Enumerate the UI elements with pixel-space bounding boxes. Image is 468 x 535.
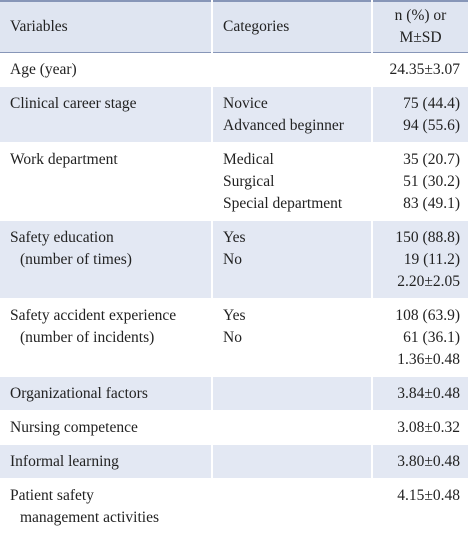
variable-cell: Nursing competence xyxy=(0,410,213,445)
value-cell: 24.35±3.07 xyxy=(372,52,468,87)
category: No xyxy=(223,329,242,346)
category: Special department xyxy=(223,195,343,212)
variable-cell: Clinical career stage xyxy=(0,86,213,143)
variable-cell: Work department xyxy=(0,142,213,221)
category: Medical xyxy=(223,151,274,168)
value: 4.15±0.48 xyxy=(397,487,460,504)
value-cell: 3.84±0.48 xyxy=(372,376,468,411)
value: 2.20±2.05 xyxy=(397,273,460,290)
value: 19 (11.2) xyxy=(403,251,460,268)
value: 61 (36.1) xyxy=(403,329,460,346)
table-row: Age (year) 24.35±3.07 xyxy=(0,52,468,87)
table-row: Safety accident experience (number of inc… xyxy=(0,298,468,377)
value-cell: 4.15±0.48 xyxy=(372,478,468,535)
value-cell: 75 (44.4) 94 (55.6) xyxy=(372,86,468,143)
category: Advanced beginner xyxy=(223,117,344,134)
value: 94 (55.6) xyxy=(403,117,460,134)
value-cell: 35 (20.7) 51 (30.2) 83 (49.1) xyxy=(372,142,468,221)
value-cell: 3.80±0.48 xyxy=(372,444,468,479)
variable-line: Patient safety xyxy=(10,487,94,504)
header-cell: Categories xyxy=(212,1,373,53)
category-cell xyxy=(212,52,373,87)
table-row: Nursing competence 3.08±0.32 xyxy=(0,410,468,445)
category-cell xyxy=(212,376,373,411)
variable-line: (number of incidents) xyxy=(20,329,155,346)
value: 150 (88.8) xyxy=(395,229,460,246)
table-row: Informal learning 3.80±0.48 xyxy=(0,444,468,479)
value: 51 (30.2) xyxy=(403,173,460,190)
header-cell: Variables xyxy=(0,1,213,53)
category: Yes xyxy=(223,307,246,324)
value: 3.80±0.48 xyxy=(397,453,460,470)
variable-line: Nursing competence xyxy=(10,419,138,436)
category: Surgical xyxy=(223,173,275,190)
header-row: Variables Categories n (%) or M±SD xyxy=(0,1,468,53)
variable-line: Organizational factors xyxy=(10,385,148,402)
variable-line: Safety education xyxy=(10,229,114,246)
variable-line: Safety accident experience xyxy=(10,307,177,324)
value: 75 (44.4) xyxy=(403,95,460,112)
value-cell: 3.08±0.32 xyxy=(372,410,468,445)
category: No xyxy=(223,251,242,268)
variable-line: Informal learning xyxy=(10,453,119,470)
value: 108 (63.9) xyxy=(395,307,460,324)
category-cell xyxy=(212,478,373,535)
category-cell xyxy=(212,444,373,479)
value: 3.84±0.48 xyxy=(397,385,460,402)
variable-line: (number of times) xyxy=(20,251,132,268)
table-row: Work department Medical Surgical Special de… xyxy=(0,142,468,221)
category-cell: Medical Surgical Special department xyxy=(212,142,373,221)
category: Novice xyxy=(223,95,268,112)
category-cell xyxy=(212,410,373,445)
value: 24.35±3.07 xyxy=(389,61,460,78)
table-row: Patient safety management activities 4.15±… xyxy=(0,478,468,535)
value-cell: 150 (88.8) 19 (11.2) 2.20±2.05 xyxy=(372,220,468,299)
header-line: n (%) or xyxy=(394,7,447,24)
category: Yes xyxy=(223,229,246,246)
variable-cell: Age (year) xyxy=(0,52,213,87)
variable-line: management activities xyxy=(20,509,160,526)
value: 3.08±0.32 xyxy=(397,419,460,436)
table-row: Safety education (number of times) Yes No 15… xyxy=(0,220,468,299)
value: 1.36±0.48 xyxy=(397,351,460,368)
variable-cell: Safety education (number of times) xyxy=(0,220,213,299)
category-cell: Yes No xyxy=(212,220,373,299)
category-cell: Novice Advanced beginner xyxy=(212,86,373,143)
variable-cell: Organizational factors xyxy=(0,376,213,411)
category-cell: Yes No xyxy=(212,298,373,377)
variable-cell: Patient safety management activities xyxy=(0,478,213,535)
header-cell: n (%) or M±SD xyxy=(372,1,468,53)
variable-cell: Informal learning xyxy=(0,444,213,479)
table-row: Organizational factors 3.84±0.48 xyxy=(0,376,468,411)
variable-line: Work department xyxy=(10,151,118,168)
table-row: Clinical career stage Novice Advanced begi… xyxy=(0,86,468,143)
variable-line: Clinical career stage xyxy=(10,95,137,112)
header-line: M±SD xyxy=(399,29,442,46)
value: 83 (49.1) xyxy=(403,195,460,212)
value-cell: 108 (63.9) 61 (36.1) 1.36±0.48 xyxy=(372,298,468,377)
value: 35 (20.7) xyxy=(403,151,460,168)
variable-line: Age (year) xyxy=(10,61,77,78)
variable-cell: Safety accident experience (number of inc… xyxy=(0,298,213,377)
